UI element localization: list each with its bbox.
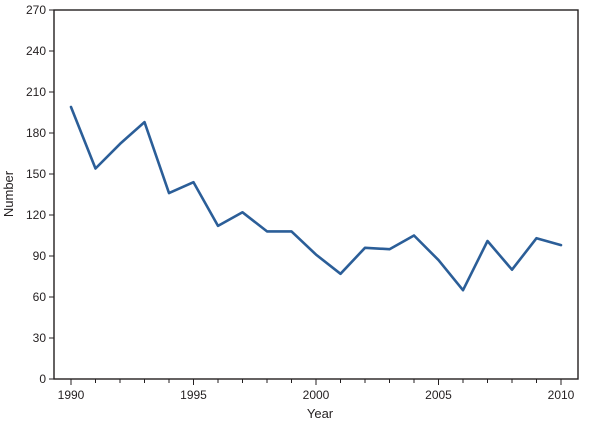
y-tick-label: 180 — [26, 126, 46, 140]
x-tick-label: 1995 — [180, 388, 207, 402]
y-tick-label: 90 — [33, 249, 47, 263]
y-tick-label: 30 — [33, 331, 47, 345]
y-tick-label: 270 — [26, 3, 46, 17]
y-tick-label: 210 — [26, 85, 46, 99]
x-tick-label: 1990 — [58, 388, 85, 402]
x-tick-label: 2005 — [425, 388, 452, 402]
series-line — [69, 105, 563, 292]
y-tick-label: 60 — [33, 290, 47, 304]
y-tick-label: 150 — [26, 167, 46, 181]
series-layer — [69, 105, 563, 292]
y-tick-label: 0 — [39, 372, 46, 386]
y-axis-title: Number — [1, 170, 16, 217]
y-axis-ticks: 0 30 60 90 120 150 180 210 240 270 — [26, 3, 54, 386]
y-tick-label: 240 — [26, 44, 46, 58]
x-tick-label: 2010 — [548, 388, 575, 402]
x-tick-label: 2000 — [303, 388, 330, 402]
x-axis-title: Year — [307, 406, 334, 421]
y-tick-label: 120 — [26, 208, 46, 222]
plot-frame — [53, 9, 579, 380]
x-axis-ticks: 1990 1995 2000 2005 2010 — [58, 379, 575, 402]
